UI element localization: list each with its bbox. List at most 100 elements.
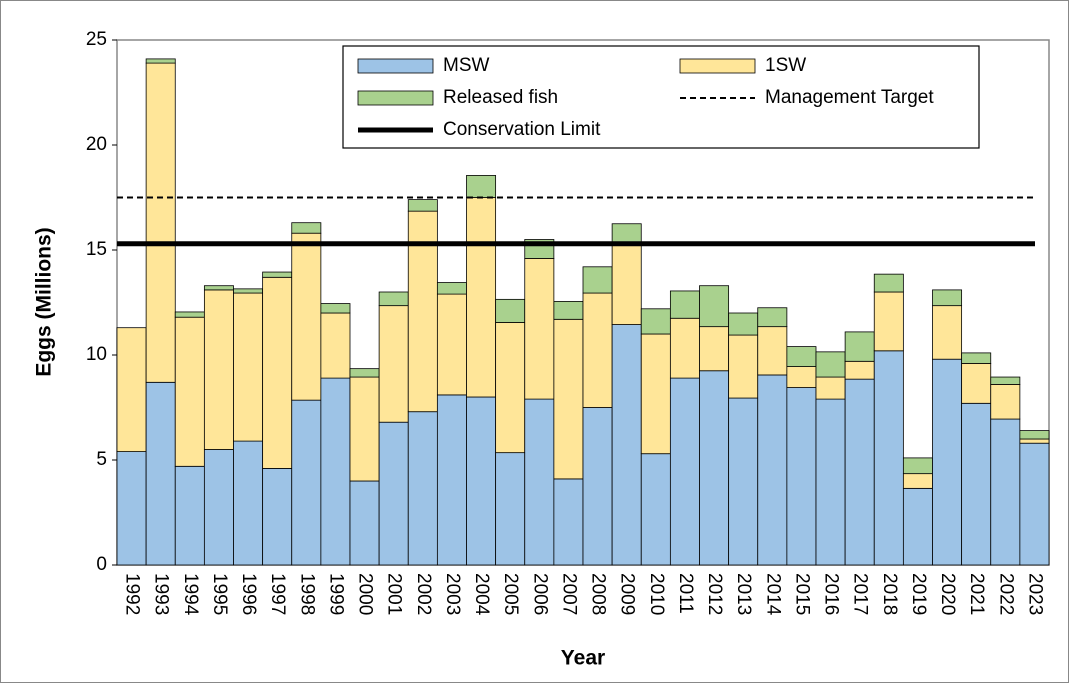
bar-segment [728, 312, 759, 336]
y-tick-label: 0 [96, 554, 107, 575]
x-tick-label: 2014 [762, 573, 783, 616]
legend-label: 1SW [765, 55, 806, 76]
bar-segment [757, 326, 788, 376]
y-tick-label: 5 [96, 449, 107, 470]
x-tick-label: 2011 [675, 573, 696, 614]
bar-segment [640, 308, 671, 335]
bar-segment [611, 223, 642, 245]
legend-label: MSW [443, 55, 490, 76]
bar-segment [145, 58, 176, 64]
bar-segment [116, 451, 147, 566]
y-tick-label: 10 [86, 344, 107, 365]
x-tick-label: 2001 [384, 573, 405, 615]
bar-segment [495, 298, 526, 323]
bar-segment [611, 243, 642, 325]
bar-segment [902, 487, 933, 566]
x-tick-label: 2002 [413, 573, 434, 615]
bar-segment [640, 453, 671, 566]
bar-segment [844, 360, 875, 380]
x-tick-label: 2012 [704, 573, 725, 615]
bar-segment [1019, 438, 1050, 444]
y-tick-label: 20 [86, 134, 107, 155]
bar-segment [873, 273, 904, 293]
bar-segment [524, 398, 555, 566]
legend-label: Management Target [765, 87, 934, 108]
bar-segment [466, 396, 497, 566]
x-tick-label: 1992 [122, 573, 143, 615]
x-tick-label: 2019 [908, 573, 929, 615]
bar-segment [349, 368, 380, 378]
bar-segment [1019, 430, 1050, 440]
bar-segment [524, 257, 555, 400]
bar-segment [349, 480, 380, 566]
bar-segment [145, 62, 176, 383]
legend-label: Conservation Limit [443, 119, 601, 140]
x-tick-label: 2023 [1024, 573, 1045, 615]
bar-segment [320, 312, 351, 379]
bar-segment [902, 457, 933, 475]
bar-segment [582, 266, 613, 294]
bar-segment [990, 383, 1021, 420]
x-tick-label: 2015 [791, 573, 812, 615]
bar-segment [262, 276, 293, 469]
x-tick-label: 2004 [471, 573, 492, 616]
bar-segment [902, 473, 933, 489]
bar-segment [233, 292, 264, 442]
bar-segment [320, 303, 351, 314]
x-tick-label: 2010 [646, 573, 667, 615]
bar-segment [961, 402, 992, 566]
bar-segment [203, 285, 234, 291]
bar-segment [320, 377, 351, 566]
bar-segment [174, 316, 205, 467]
x-tick-label: 2000 [355, 573, 376, 615]
bar-segment [582, 292, 613, 408]
bar-segment [699, 326, 730, 372]
x-tick-label: 2021 [966, 573, 987, 615]
bar-segment [378, 421, 409, 566]
x-tick-label: 1996 [238, 573, 259, 615]
bar-segment [378, 305, 409, 423]
x-tick-label: 1998 [296, 573, 317, 615]
bar-segment [349, 376, 380, 482]
bar-segment [611, 324, 642, 566]
bar-segment [291, 399, 322, 566]
bar-segment [233, 440, 264, 566]
x-tick-label: 2018 [879, 573, 900, 615]
bar-segment [553, 301, 584, 320]
legend-swatch [357, 90, 434, 106]
x-tick-label: 2022 [995, 573, 1016, 615]
x-tick-label: 1999 [325, 573, 346, 615]
bar-segment [233, 288, 264, 294]
bar-segment [815, 351, 846, 378]
bar-segment [844, 331, 875, 362]
bar-segment [640, 333, 671, 455]
bar-segment [669, 377, 700, 566]
bar-segment [262, 271, 293, 278]
y-tick-label: 15 [86, 239, 107, 260]
bar-segment [407, 411, 438, 566]
x-tick-label: 2005 [500, 573, 521, 615]
bar-segment [669, 317, 700, 379]
bar-segment [174, 465, 205, 566]
bar-segment [932, 358, 963, 566]
bar-segment [815, 398, 846, 566]
bar-segment [436, 394, 467, 566]
x-tick-label: 2017 [850, 573, 871, 615]
legend [342, 45, 980, 149]
bar-segment [582, 407, 613, 566]
legend-swatch [357, 58, 434, 74]
bar-segment [174, 311, 205, 318]
y-tick-label: 25 [86, 29, 107, 50]
x-tick-label: 1997 [267, 573, 288, 615]
x-tick-label: 2008 [588, 573, 609, 615]
bar-segment [466, 175, 497, 198]
y-axis-label: Eggs (Millions) [33, 227, 56, 376]
bar-segment [262, 467, 293, 566]
bar-segment [757, 374, 788, 566]
bar-segment [961, 362, 992, 404]
bar-segment [786, 387, 817, 566]
bar-segment [873, 350, 904, 566]
bar-segment [203, 289, 234, 450]
bar-segment [728, 397, 759, 566]
